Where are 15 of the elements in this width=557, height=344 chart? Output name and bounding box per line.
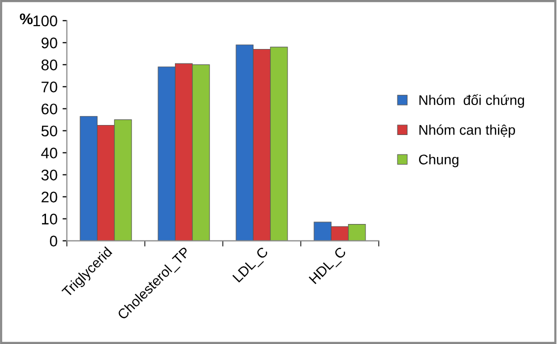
y-tick-label: 80	[41, 60, 58, 70]
y-axis-title: %	[20, 13, 33, 24]
y-tick-label: 10	[42, 214, 58, 224]
legend-label: Chung	[419, 154, 458, 168]
y-tick-label: 0	[50, 236, 58, 246]
legend-label: Nhóm đối chứng	[419, 94, 524, 108]
y-tick-label: 100	[33, 16, 58, 26]
y-tick-label: 70	[42, 82, 58, 92]
y-tick-label: 20	[42, 192, 58, 202]
y-tick-label: 30	[41, 170, 58, 180]
y-tick-label: 60	[42, 104, 58, 114]
legend-label: Nhóm can thiệp	[419, 124, 516, 138]
y-tick-label: 40	[41, 148, 58, 158]
y-tick-label: 50	[41, 126, 58, 136]
y-tick-label: 90	[42, 38, 58, 48]
